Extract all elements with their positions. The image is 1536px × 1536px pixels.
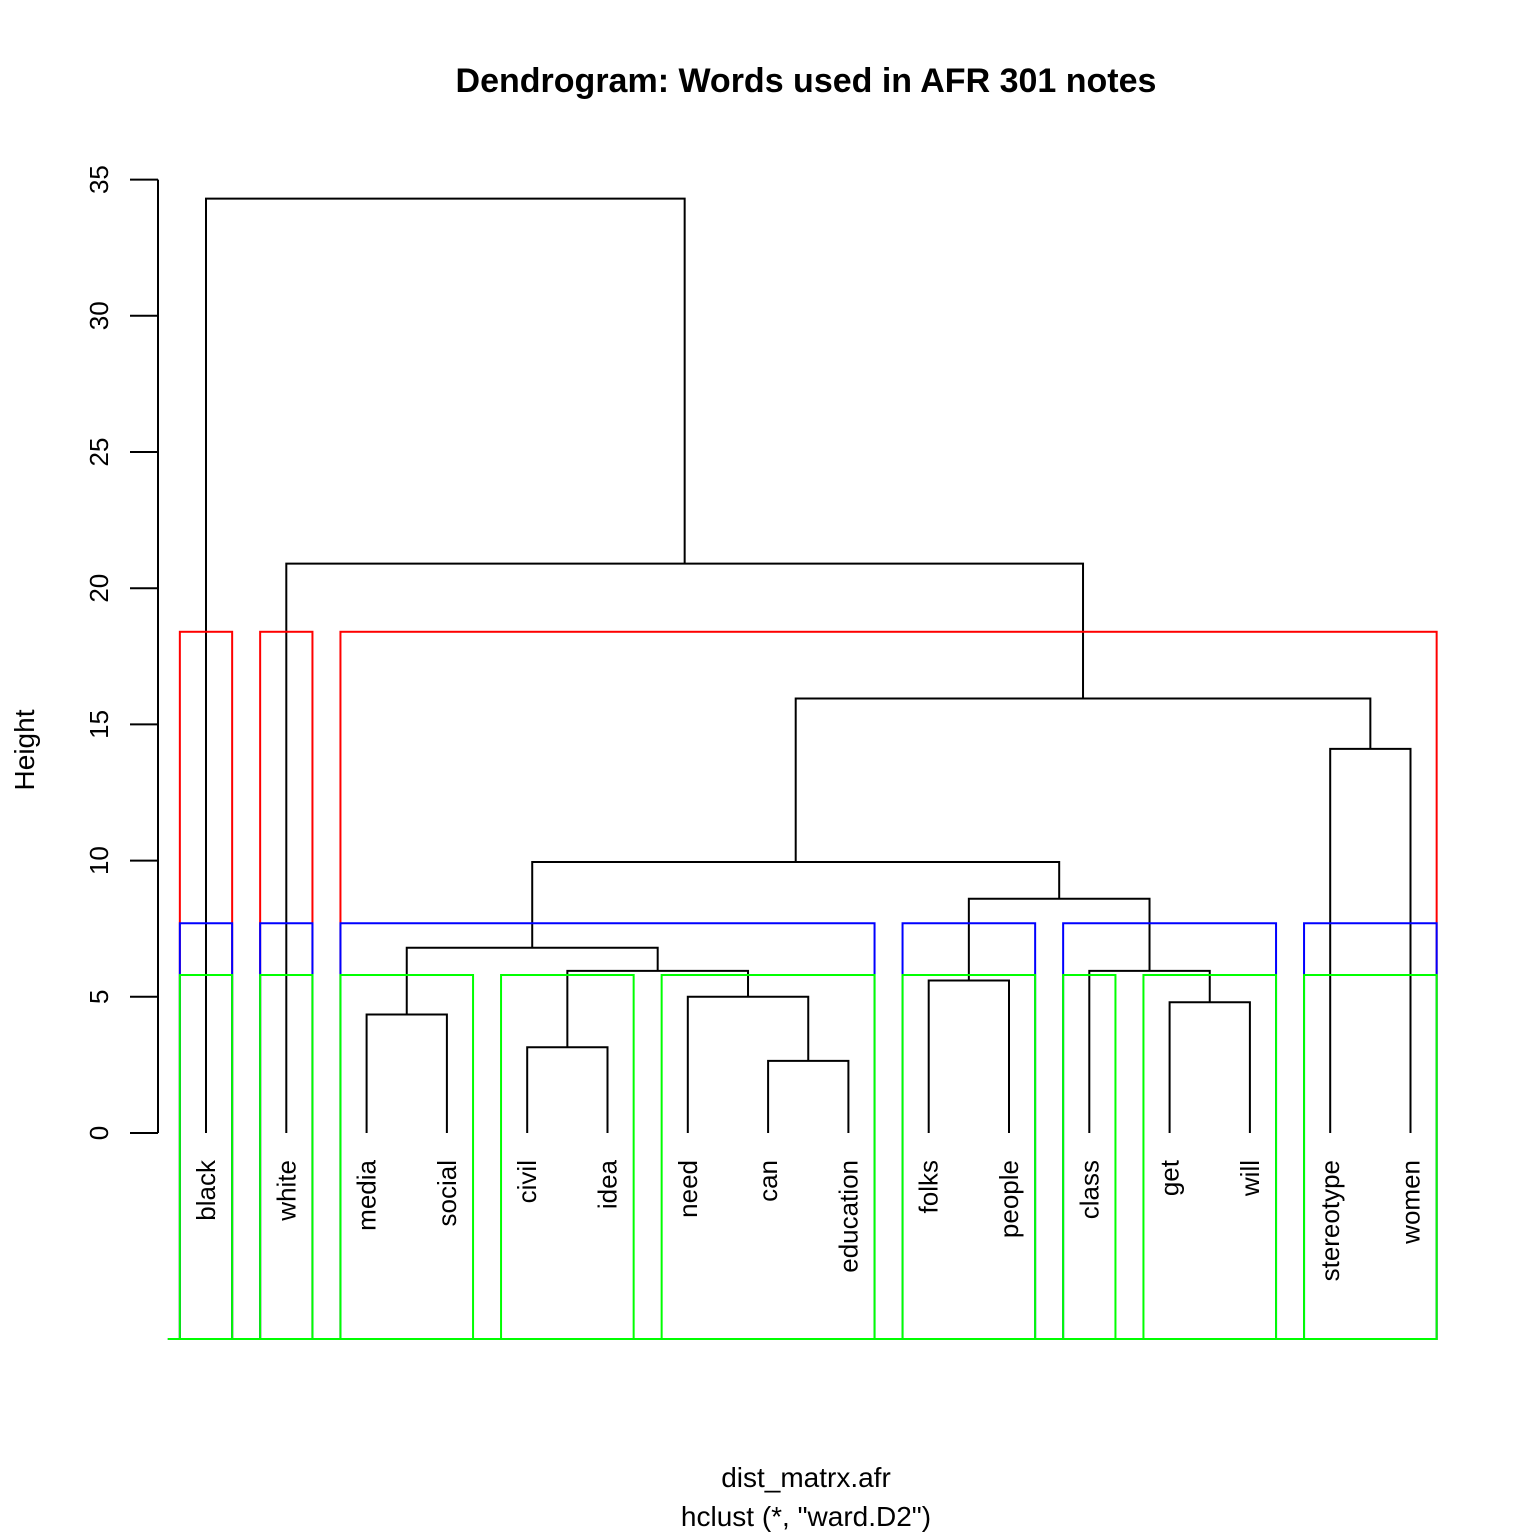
leaf-label: social [432, 1160, 462, 1226]
leaf-label: black [191, 1159, 221, 1221]
leaf-label: media [352, 1159, 382, 1230]
dendrogram-branch [285, 562, 1085, 1133]
leaf-labels: black white media social civil idea need can edu… [191, 1159, 1426, 1281]
leaf-label: get [1155, 1159, 1185, 1196]
y-tick-label: 20 [84, 574, 114, 603]
dendrogram-branch [1088, 969, 1211, 1133]
method-label: hclust (*, "ward.D2") [681, 1501, 931, 1532]
cluster-box [1303, 974, 1438, 1340]
cluster-box [339, 630, 1438, 1340]
y-tick-label: 10 [84, 846, 114, 875]
chart-title: Dendrogram: Words used in AFR 301 notes [456, 62, 1157, 100]
leaf-label: white [271, 1160, 301, 1222]
dendrogram-branch [686, 995, 810, 1133]
dendrogram-branch [566, 969, 750, 1048]
dendrogram-tree [205, 197, 1412, 1133]
y-tick-label: 15 [84, 710, 114, 739]
leaf-label: civil [512, 1160, 542, 1203]
leaf-label: education [833, 1160, 863, 1273]
cluster-boxes [167, 630, 1438, 1340]
y-tick-label: 35 [84, 165, 114, 194]
cluster-box [660, 974, 876, 1340]
dendrogram-branch [405, 946, 659, 1015]
cluster-box [339, 974, 475, 1340]
dendrogram-branch [205, 197, 686, 1133]
leaf-label: will [1235, 1160, 1265, 1197]
dendrogram-branch [794, 697, 1372, 862]
y-tick-label: 30 [84, 301, 114, 330]
dendrogram-branch [526, 1046, 609, 1133]
dendrogram-branch [365, 1013, 448, 1133]
dendrogram-branch [927, 979, 1010, 1133]
y-tick-label: 0 [84, 1126, 114, 1140]
dendrogram-branch [967, 897, 1151, 981]
y-tick-label: 5 [84, 990, 114, 1004]
leaf-label: women [1396, 1160, 1426, 1245]
dendrogram-branch [531, 860, 1061, 948]
cluster-box [901, 922, 1037, 1340]
x-axis-label: dist_matrx.afr [721, 1462, 891, 1493]
cluster-box [1142, 974, 1278, 1340]
y-axis-label: Height [9, 709, 40, 790]
leaf-label: class [1074, 1160, 1104, 1219]
leaf-label: idea [593, 1159, 623, 1209]
leaf-label: can [753, 1160, 783, 1202]
dendrogram-branch [767, 1059, 850, 1133]
y-tick-label: 25 [84, 438, 114, 467]
dendrogram-branch [1168, 1001, 1251, 1133]
y-axis: 0 5 10 15 20 25 30 35 [84, 165, 159, 1140]
leaf-label: need [673, 1160, 703, 1218]
leaf-label: folks [914, 1160, 944, 1213]
leaf-label: stereotype [1315, 1160, 1345, 1281]
leaf-label: people [994, 1160, 1024, 1238]
cluster-box [901, 974, 1037, 1340]
dendrogram-branch [1329, 747, 1412, 1133]
